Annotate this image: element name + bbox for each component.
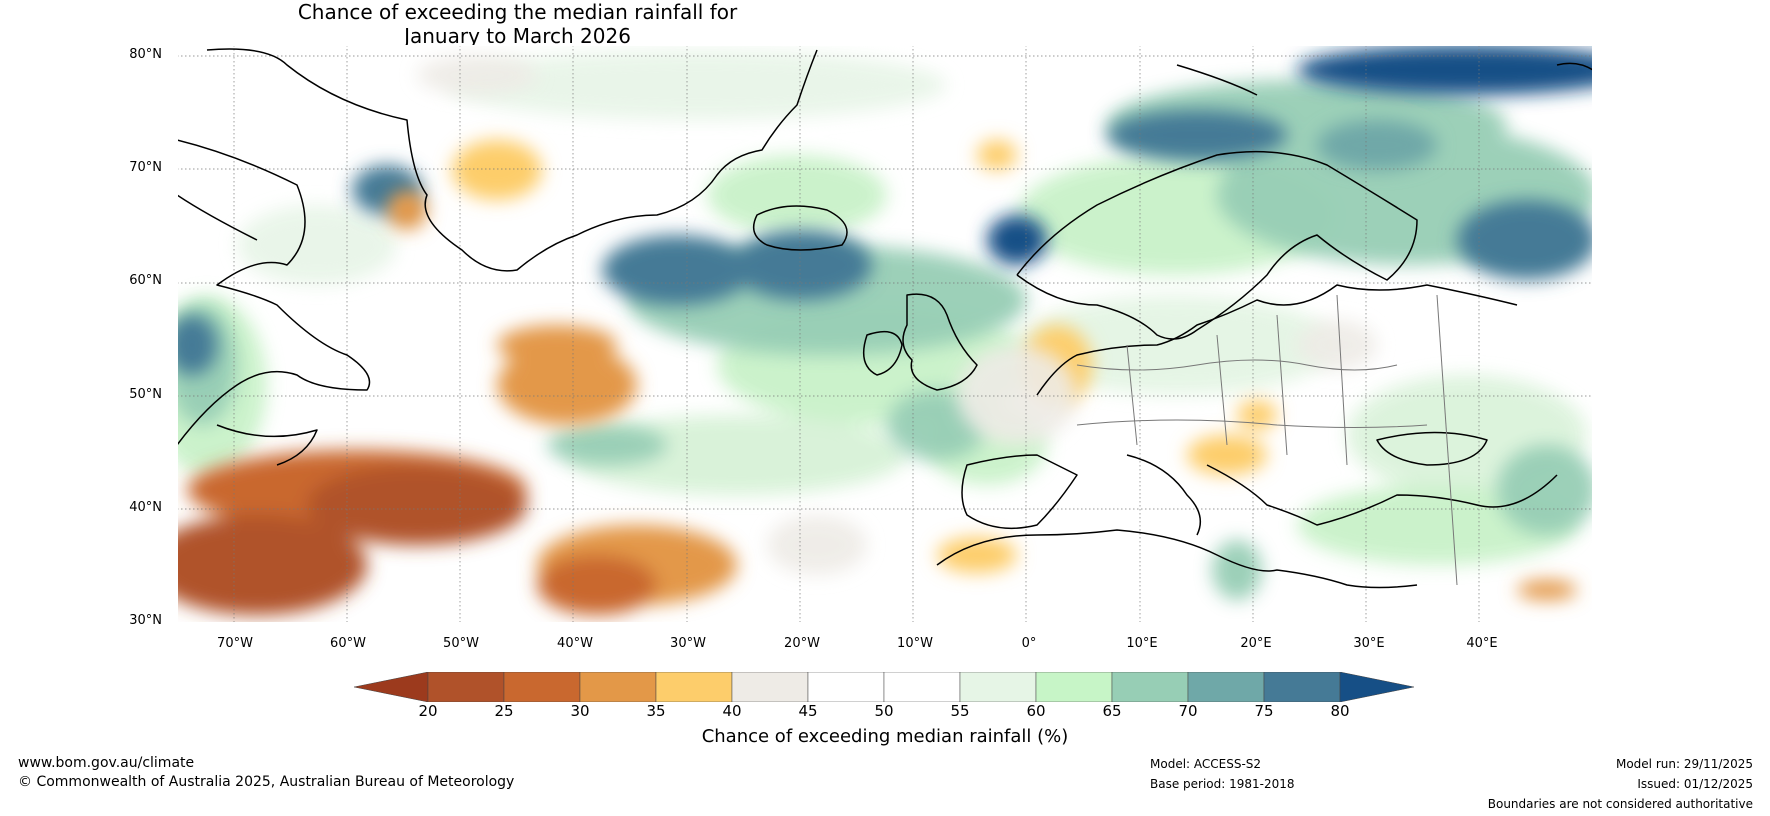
colorbar-tick-75: 75 — [1254, 702, 1274, 720]
lat-label-70n: 70°N — [129, 160, 162, 175]
lat-label-60n: 60°N — [129, 273, 162, 288]
colorbar-cell-70-75 — [1187, 672, 1265, 702]
colorbar-cell-30-35 — [579, 672, 657, 702]
colorbar-tick-60: 60 — [1026, 702, 1046, 720]
colorbar-cell-20-25 — [427, 672, 505, 702]
footer-model: Model: ACCESS-S2 — [1150, 757, 1262, 771]
lon-label-20w: 20°W — [784, 636, 820, 651]
colorbar-cell-55-60 — [959, 672, 1037, 702]
colorbar-cell-25-30 — [503, 672, 581, 702]
colorbar-tick-30: 30 — [570, 702, 590, 720]
lat-label-30n: 30°N — [129, 613, 162, 628]
colorbar-cell-75-80 — [1263, 672, 1341, 702]
country-borders — [1076, 294, 1458, 586]
title-line-2: January to March 2026 — [404, 24, 631, 48]
colorbar-tick-20: 20 — [418, 702, 438, 720]
colorbar-cell-65-70 — [1111, 672, 1189, 702]
gridlines — [177, 45, 1593, 623]
lon-label-30e: 30°E — [1353, 636, 1385, 651]
footer-disclaimer: Boundaries are not considered authoritat… — [1487, 797, 1753, 811]
lon-label-70w: 70°W — [217, 636, 253, 651]
colorbar-tick-65: 65 — [1102, 702, 1122, 720]
title-line-1: Chance of exceeding the median rainfall … — [297, 0, 738, 24]
lon-label-40e: 40°E — [1466, 636, 1498, 651]
colorbar-tick-50: 50 — [874, 702, 894, 720]
colorbar-cell-40-45 — [731, 672, 809, 702]
lon-label-20e: 20°E — [1240, 636, 1272, 651]
footer-issued: Issued: 01/12/2025 — [1637, 777, 1753, 791]
colorbar-cell-35-40 — [655, 672, 733, 702]
colorbar-tick-40: 40 — [722, 702, 742, 720]
chart-title: Chance of exceeding the median rainfall … — [0, 0, 1035, 48]
lon-label-60w: 60°W — [330, 636, 366, 651]
lon-label-10w: 10°W — [897, 636, 933, 651]
lon-label-30w: 30°W — [670, 636, 706, 651]
lon-label-0: 0° — [1021, 636, 1037, 651]
colorbar-extend-low — [354, 672, 429, 702]
colorbar-tick-55: 55 — [950, 702, 970, 720]
lon-label-10e: 10°E — [1126, 636, 1158, 651]
lat-label-50n: 50°N — [129, 387, 162, 402]
colorbar-extend-high — [1339, 672, 1415, 702]
lon-label-40w: 40°W — [557, 636, 593, 651]
colorbar-label: Chance of exceeding median rainfall (%) — [701, 726, 1069, 747]
colorbar-cell-60-65 — [1035, 672, 1113, 702]
colorbar-tick-70: 70 — [1178, 702, 1198, 720]
colorbar-tick-45: 45 — [798, 702, 818, 720]
footer-copyright: © Commonwealth of Australia 2025, Austra… — [18, 774, 515, 790]
lat-label-80n: 80°N — [129, 47, 162, 62]
coastlines — [177, 48, 1593, 589]
colorbar — [354, 672, 1415, 702]
footer-model-run: Model run: 29/11/2025 — [1615, 757, 1753, 771]
lon-label-50w: 50°W — [443, 636, 479, 651]
footer-base-period: Base period: 1981-2018 — [1150, 777, 1295, 791]
colorbar-tick-80: 80 — [1330, 702, 1350, 720]
colorbar-cell-50-55 — [883, 672, 961, 702]
lat-label-40n: 40°N — [129, 500, 162, 515]
footer-url[interactable]: www.bom.gov.au/climate — [18, 755, 195, 771]
colorbar-tick-35: 35 — [646, 702, 666, 720]
rainfall-map — [177, 45, 1593, 623]
colorbar-tick-25: 25 — [494, 702, 514, 720]
colorbar-cell-45-50 — [807, 672, 885, 702]
